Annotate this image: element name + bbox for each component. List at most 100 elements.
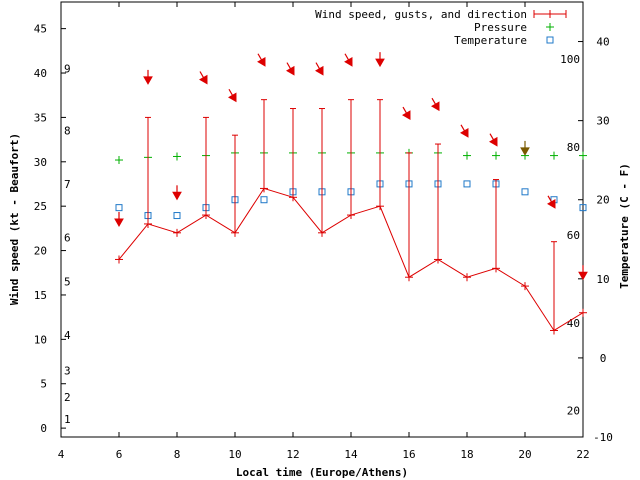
left-axis-ticks: 0 5 10 15 20 25 30 35 40 45 <box>34 23 66 435</box>
arrow-head <box>172 191 182 201</box>
wind-direction-arrow <box>114 211 124 227</box>
temperature-point <box>463 180 471 188</box>
wind-speed-point <box>173 228 181 237</box>
left-tick-label: 25 <box>34 200 47 213</box>
beaufort-label: 6 <box>64 231 71 244</box>
legend-temperature-label: Temperature <box>454 34 527 47</box>
left-tick-label: 35 <box>34 111 47 124</box>
gust-bar <box>435 143 441 260</box>
plot-frame <box>60 1 584 438</box>
arrow-head <box>375 58 385 68</box>
gust-series <box>145 99 557 331</box>
gust-bar <box>319 108 325 233</box>
wind-speed-point <box>289 193 297 202</box>
pressure-point <box>492 151 500 160</box>
pressure-point <box>115 156 123 165</box>
wind-direction-arrow <box>547 195 556 209</box>
wind-speed-point <box>579 308 587 317</box>
pressure-point <box>550 151 558 160</box>
wind-speed-point <box>115 255 123 264</box>
beaufort-label: 9 <box>64 63 71 76</box>
gust-bar <box>551 241 557 331</box>
wind-speed-point <box>550 326 558 335</box>
x-tick-label: 6 <box>116 448 123 461</box>
celsius-tick-label: 20 <box>596 194 609 207</box>
x-axis-ticks: 4 6 8 10 12 14 16 18 20 22 <box>58 2 590 461</box>
gust-bar <box>493 179 499 269</box>
beaufort-scale-labels: 1 2 3 4 5 6 7 8 9 <box>64 63 71 427</box>
arrow-head <box>199 74 208 85</box>
left-tick-label: 40 <box>34 67 47 80</box>
beaufort-label: 1 <box>64 413 71 426</box>
wind-speed-point <box>202 211 210 220</box>
temperature-point <box>173 212 181 220</box>
wind-speed-point <box>463 273 471 282</box>
wind-direction-arrow <box>172 185 182 201</box>
wind-direction-arrow <box>578 265 588 281</box>
wind-speed-series <box>115 184 587 335</box>
arrow-head <box>257 56 266 67</box>
wind-direction-arrow <box>402 106 411 121</box>
wind-direction-arrow <box>315 62 324 76</box>
legend-pressure-label: Pressure <box>474 21 527 34</box>
wind-speed-point <box>231 228 239 237</box>
wind-speed-point <box>260 184 268 193</box>
wind-speed-point <box>318 228 326 237</box>
beaufort-label: 7 <box>64 178 71 191</box>
left-tick-label: 0 <box>40 422 47 435</box>
gust-bar <box>377 99 383 207</box>
celsius-tick-label: 30 <box>596 115 609 128</box>
left-tick-label: 15 <box>34 289 47 302</box>
legend: Wind speed, gusts, and direction Pressur… <box>315 8 567 47</box>
wind-speed-point <box>521 282 529 291</box>
wind-direction-arrow <box>143 69 153 85</box>
wind-direction-arrow <box>431 97 440 112</box>
arrow-head <box>431 101 440 112</box>
wind-direction-arrow <box>344 53 353 67</box>
gust-bar <box>145 116 151 224</box>
legend-wind-label: Wind speed, gusts, and direction <box>315 8 527 21</box>
fahrenheit-tick-label: 60 <box>567 229 580 242</box>
temperature-point <box>115 204 123 212</box>
pressure-point <box>173 152 181 161</box>
temperature-point <box>579 204 587 212</box>
temperature-series <box>115 180 587 220</box>
fahrenheit-tick-label: 20 <box>567 405 580 418</box>
arrow-head <box>114 218 124 227</box>
wind-direction-arrow <box>489 133 498 147</box>
wind-speed-point <box>347 211 355 220</box>
wind-speed-point <box>376 202 384 211</box>
wind-speed-point <box>434 255 442 264</box>
legend-temperature-marker <box>546 36 554 44</box>
x-tick-label: 14 <box>344 448 358 461</box>
gust-bar <box>348 99 354 216</box>
x-tick-label: 16 <box>402 448 415 461</box>
left-tick-label: 30 <box>34 156 47 169</box>
arrow-head <box>489 136 498 147</box>
x-tick-label: 22 <box>576 448 589 461</box>
arrow-head <box>344 56 353 67</box>
arrow-head <box>286 65 295 76</box>
x-tick-label: 12 <box>286 448 299 461</box>
legend-wind-sample <box>533 10 567 18</box>
beaufort-label: 8 <box>64 125 71 138</box>
gust-bar <box>406 152 412 278</box>
pressure-point <box>579 151 587 160</box>
celsius-tick-label: 10 <box>596 273 609 286</box>
wind-direction-arrow <box>460 124 469 138</box>
beaufort-label: 2 <box>64 391 71 404</box>
x-tick-label: 18 <box>460 448 473 461</box>
temperature-point <box>260 196 268 204</box>
gust-bar <box>290 108 296 198</box>
wind-direction-arrow <box>375 52 385 68</box>
wind-direction-arrow <box>199 71 208 85</box>
gust-bar <box>203 116 209 216</box>
arrow-head <box>547 198 556 209</box>
celsius-tick-label: 0 <box>600 352 607 365</box>
celsius-tick-label: 40 <box>596 36 609 49</box>
fahrenheit-tick-label: 100 <box>560 53 580 66</box>
arrow-head <box>315 65 324 76</box>
gust-bar <box>261 99 267 189</box>
left-tick-label: 10 <box>34 333 47 346</box>
